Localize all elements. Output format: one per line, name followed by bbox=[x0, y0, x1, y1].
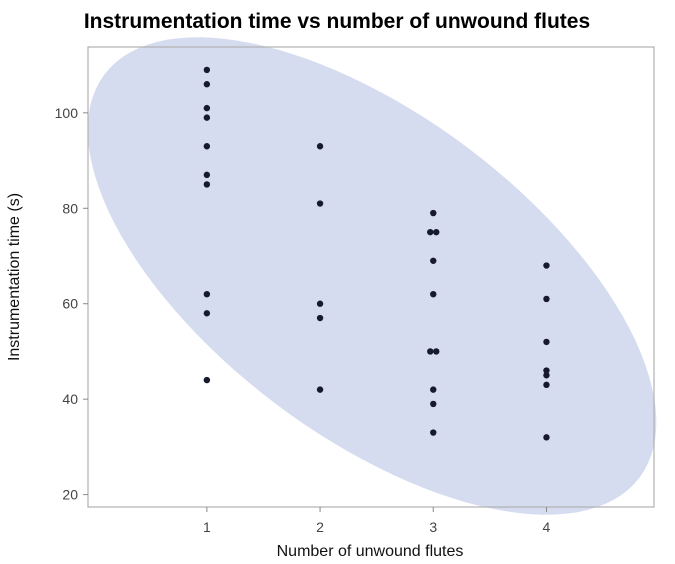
data-point bbox=[316, 200, 324, 207]
data-point bbox=[316, 300, 324, 307]
data-point bbox=[543, 381, 550, 389]
y-tick-label: 20 bbox=[62, 487, 78, 503]
data-point bbox=[433, 228, 440, 236]
data-point bbox=[427, 228, 434, 236]
data-point bbox=[430, 290, 437, 298]
data-point bbox=[430, 429, 437, 436]
y-tick-label: 60 bbox=[62, 296, 78, 312]
y-tick-label: 40 bbox=[62, 391, 78, 407]
data-point bbox=[203, 290, 211, 298]
x-tick-label: 1 bbox=[203, 519, 211, 535]
data-point bbox=[543, 434, 550, 441]
data-point bbox=[203, 310, 211, 317]
data-point bbox=[316, 143, 324, 150]
data-point bbox=[203, 171, 211, 179]
data-point bbox=[203, 66, 211, 74]
data-point bbox=[543, 372, 550, 379]
data-point bbox=[430, 257, 437, 264]
data-point bbox=[543, 262, 550, 269]
data-point bbox=[203, 104, 211, 112]
y-tick-label: 100 bbox=[55, 105, 79, 121]
x-tick-label: 4 bbox=[543, 519, 551, 535]
data-point bbox=[543, 295, 550, 303]
x-axis-label: Number of unwound flutes bbox=[277, 543, 464, 560]
data-point bbox=[430, 209, 437, 217]
data-point bbox=[430, 400, 437, 408]
data-point bbox=[203, 143, 211, 150]
data-point bbox=[203, 81, 211, 88]
data-point bbox=[203, 181, 211, 188]
data-point bbox=[543, 338, 550, 346]
confidence-ellipse bbox=[87, 37, 657, 515]
data-point bbox=[316, 314, 324, 322]
data-point bbox=[203, 376, 211, 384]
x-tick-label: 2 bbox=[316, 519, 324, 535]
data-point bbox=[430, 386, 437, 393]
data-point bbox=[427, 348, 434, 355]
plot-frame bbox=[87, 46, 655, 508]
y-axis-label: Instrumentation time (s) bbox=[6, 193, 23, 361]
data-point bbox=[543, 367, 550, 374]
data-point bbox=[316, 386, 324, 393]
data-point bbox=[433, 348, 440, 355]
y-tick-label: 80 bbox=[62, 200, 78, 216]
chart-title: Instrumentation time vs number of unwoun… bbox=[84, 10, 590, 33]
x-tick-label: 3 bbox=[429, 519, 437, 535]
data-point bbox=[203, 114, 211, 121]
